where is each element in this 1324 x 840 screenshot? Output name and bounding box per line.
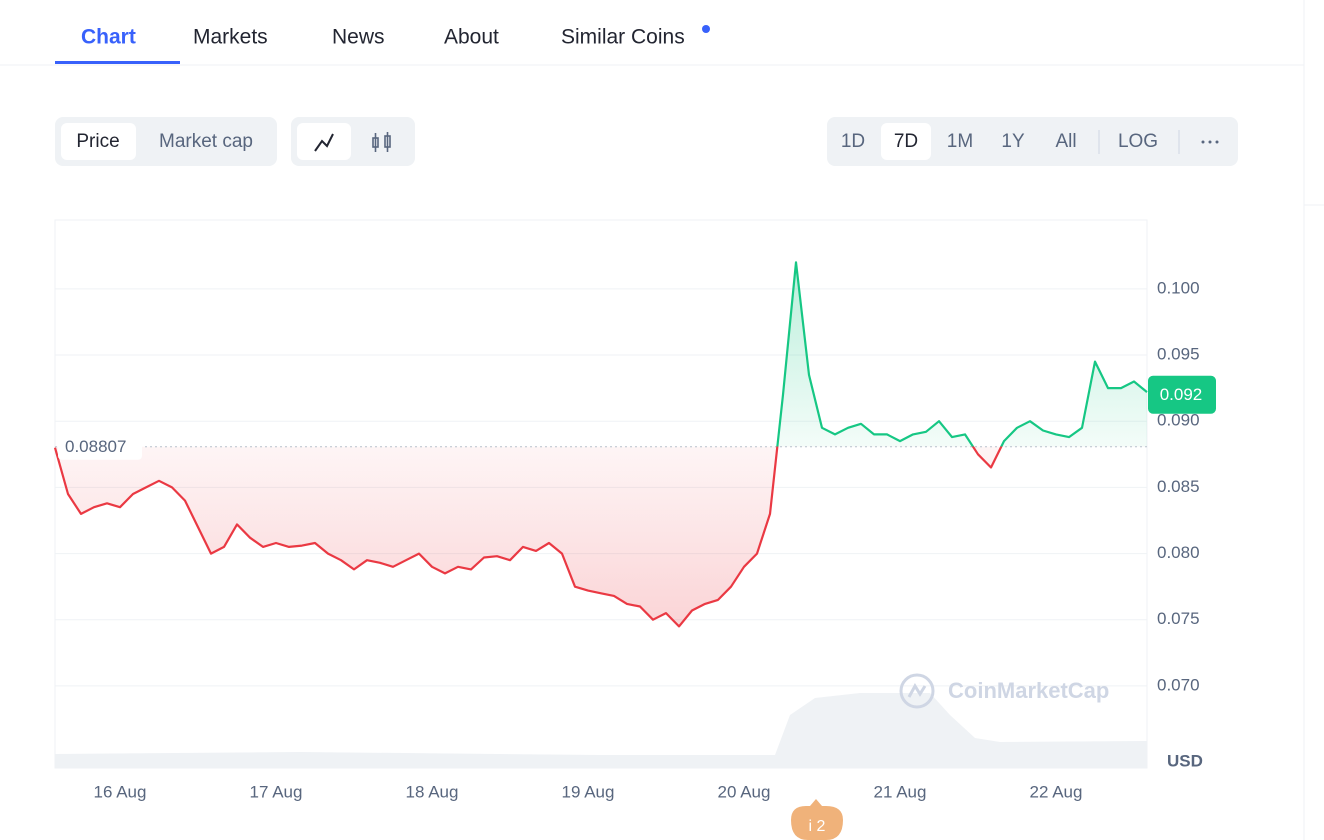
plot: 0.08807 0.092: [53, 261, 1216, 628]
metric-button[interactable]: Market cap: [159, 131, 253, 152]
range-button[interactable]: 1Y: [1001, 131, 1025, 152]
x-tick-label: 16 Aug: [94, 782, 147, 801]
x-tick-label: 18 Aug: [406, 782, 459, 801]
watermark-logo: [899, 673, 935, 709]
y-tick-label: 0.100: [1157, 278, 1200, 297]
x-tick-label: 22 Aug: [1030, 782, 1083, 801]
x-tick-label: 21 Aug: [874, 782, 927, 801]
event-badge-label: i 2: [809, 818, 826, 835]
log-button[interactable]: LOG: [1118, 131, 1158, 152]
nav-tab[interactable]: About: [444, 26, 499, 49]
range-button[interactable]: 7D: [894, 131, 918, 152]
line-icon: [314, 133, 334, 152]
more-button[interactable]: [1201, 140, 1219, 144]
metric-active: [61, 123, 136, 160]
x-tick-label: 20 Aug: [718, 782, 771, 801]
y-tick-label: 0.095: [1157, 344, 1200, 363]
x-tick-label: 19 Aug: [562, 782, 615, 801]
price-area: [55, 262, 1147, 627]
metric-button[interactable]: Price: [76, 131, 119, 152]
toolbar: Price Market cap 1D 7D 1M 1Y All LOG: [76, 131, 1158, 152]
baseline-label: 0.08807: [65, 437, 126, 456]
watermark: CoinMarketCap: [948, 678, 1109, 703]
range-button[interactable]: All: [1055, 131, 1076, 152]
tab-underline: [55, 61, 180, 64]
range-button[interactable]: 1D: [841, 131, 865, 152]
line-type-button[interactable]: [297, 123, 351, 160]
range-active: [881, 123, 931, 160]
volume-area: [55, 693, 1147, 768]
price-line: [53, 261, 1148, 628]
y-tick-label: 0.085: [1157, 477, 1200, 496]
notification-dot: [702, 25, 710, 33]
current-price-tag: [1148, 375, 1216, 414]
unit-label: USD: [1167, 751, 1203, 770]
current-price-label: 0.092: [1160, 385, 1203, 404]
nav-tab[interactable]: Markets: [193, 26, 268, 49]
range-button[interactable]: 1M: [947, 131, 973, 152]
nav-tab[interactable]: News: [332, 26, 385, 49]
grid: 0.070 0.075 0.080 0.085 0.090 0.095 0.100 16 Au…: [55, 278, 1200, 801]
y-tick-label: 0.090: [1157, 411, 1200, 430]
candle-icon[interactable]: [372, 132, 391, 152]
y-tick-label: 0.075: [1157, 609, 1200, 628]
x-tick-label: 17 Aug: [250, 782, 303, 801]
tab-bar: Chart Markets News About Similar Coins: [55, 25, 710, 64]
nav-tab[interactable]: Chart: [81, 26, 136, 49]
y-tick-label: 0.080: [1157, 543, 1200, 562]
y-tick-label: 0.070: [1157, 675, 1200, 694]
baseline-label-bg: [58, 433, 142, 460]
event-badge[interactable]: [791, 799, 843, 840]
side-panel: [1304, 0, 1324, 840]
nav-tab[interactable]: Similar Coins: [561, 26, 685, 49]
